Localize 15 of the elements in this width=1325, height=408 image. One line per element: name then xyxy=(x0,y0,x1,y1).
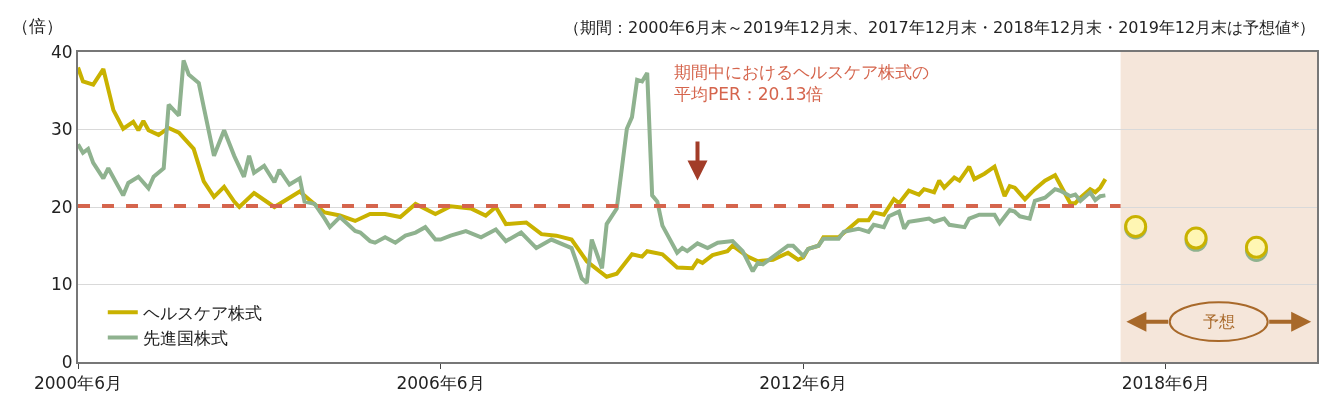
y-tick-label: 10 xyxy=(50,274,73,295)
chart-subtitle: （期間：2000年6月末～2019年12月末、2017年12月末・2018年12月末・2019年12月末は予想値*） xyxy=(564,18,1316,37)
x-tick-label: 2000年6月 xyxy=(33,373,123,394)
legend-label: 先進国株式 xyxy=(142,328,228,349)
x-tick-label: 2012年6月 xyxy=(759,373,848,394)
x-tick-label: 2018年6月 xyxy=(1121,373,1210,394)
y-tick-label: 40 xyxy=(50,41,73,62)
legend-label: ヘルスケア株式 xyxy=(142,302,262,323)
y-tick-label: 20 xyxy=(50,196,73,217)
ref-line-label: 期間中におけるヘルスケア株式の平均PER：20.13倍 xyxy=(674,62,929,105)
x-tick-label: 2006年6月 xyxy=(396,373,485,394)
y-tick-label: 30 xyxy=(50,119,73,140)
y-axis-title: （倍） xyxy=(12,16,63,36)
band-label: 予想 xyxy=(1203,312,1235,331)
y-tick-label: 0 xyxy=(61,351,73,372)
